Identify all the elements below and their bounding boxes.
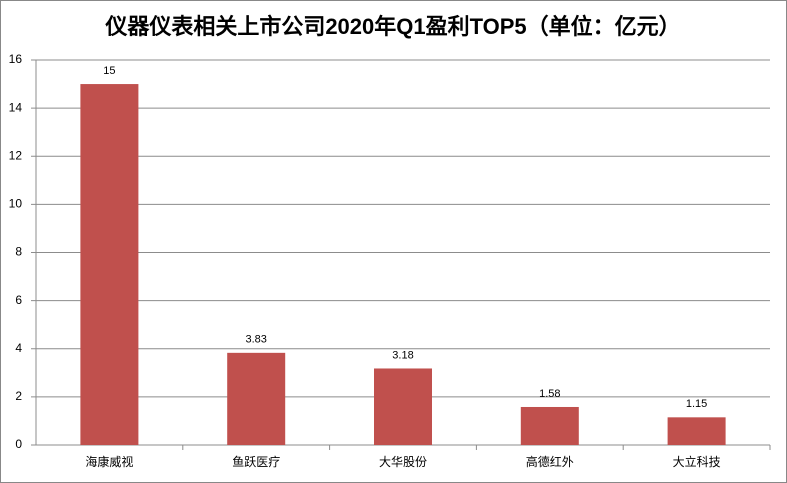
x-tick-label: 大立科技 — [673, 454, 721, 469]
data-label: 1.58 — [539, 388, 560, 400]
y-tick-label: 4 — [15, 341, 22, 355]
data-label: 3.18 — [392, 349, 413, 361]
x-tick-label: 大华股份 — [379, 455, 427, 469]
y-tick-label: 2 — [15, 389, 22, 403]
bar — [520, 406, 579, 445]
bar — [667, 417, 726, 445]
y-tick-label: 0 — [15, 437, 22, 451]
data-label: 1.15 — [686, 398, 707, 410]
x-tick-label: 高德红外 — [526, 454, 574, 469]
data-label: 15 — [103, 65, 115, 77]
bar — [80, 84, 139, 445]
y-tick-label: 10 — [9, 197, 23, 211]
y-tick-label: 6 — [15, 293, 22, 307]
x-tick-label: 海康威视 — [85, 454, 133, 469]
bar — [374, 368, 432, 445]
x-tick-label: 鱼跃医疗 — [232, 455, 280, 469]
y-tick-label: 12 — [9, 148, 23, 162]
y-tick-label: 8 — [15, 245, 22, 259]
data-label: 3.83 — [245, 334, 266, 346]
y-tick-label: 16 — [9, 52, 23, 66]
chart-title: 仪器仪表相关上市公司2020年Q1盈利TOP5（单位：亿元） — [104, 14, 680, 39]
bar — [227, 352, 286, 445]
y-tick-label: 14 — [9, 100, 23, 114]
